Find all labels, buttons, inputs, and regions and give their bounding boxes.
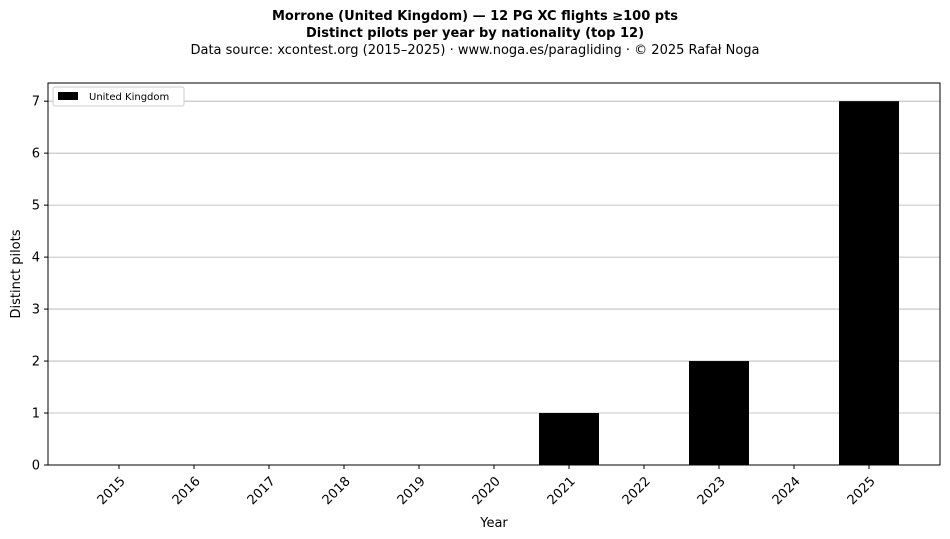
y-ticks: 0 1 2 3 4 5 6 7 [32, 95, 48, 474]
x-tick-label-2020: 2020 [470, 474, 504, 508]
x-tick-label-2023: 2023 [695, 474, 729, 508]
y-tick-label-4: 4 [32, 251, 40, 266]
chart-title-line2: Distinct pilots per year by nationality … [305, 26, 645, 41]
x-tick-label-2022: 2022 [620, 474, 654, 508]
x-ticks: 2015 2016 2017 2018 2019 2020 2021 2022 2023 2024… [95, 465, 879, 508]
bar-2025 [839, 101, 899, 465]
bar-2023 [689, 361, 749, 465]
y-tick-label-7: 7 [32, 95, 40, 110]
x-tick-label-2016: 2016 [170, 474, 204, 508]
legend-swatch [58, 92, 78, 100]
x-tick-label-2025: 2025 [845, 474, 879, 508]
grid-lines [48, 100, 940, 466]
axes-frame [47, 82, 941, 466]
x-tick-label-2024: 2024 [770, 474, 804, 508]
chart-title: Morrone (United Kingdom) — 12 PG XC flig… [271, 9, 679, 24]
x-tick-label-2015: 2015 [95, 474, 129, 508]
x-tick-label-2018: 2018 [320, 474, 354, 508]
x-axis-label: Year [479, 516, 508, 531]
x-tick-label-2019: 2019 [395, 474, 429, 508]
bar-2021 [539, 413, 599, 465]
chart-title-block: Morrone (United Kingdom) — 12 PG XC flig… [0, 8, 950, 60]
legend-label: United Kingdom [89, 92, 169, 103]
legend: United Kingdom [52, 86, 185, 107]
y-tick-label-3: 3 [32, 303, 40, 318]
y-tick-label-6: 6 [32, 147, 40, 162]
y-axis-label: Distinct pilots [9, 229, 24, 318]
legend-box [52, 86, 185, 107]
x-tick-label-2021: 2021 [545, 474, 579, 508]
chart-subtitle: Data source: xcontest.org (2015–2025) · … [190, 43, 760, 58]
x-tick-label-2017: 2017 [245, 474, 279, 508]
y-tick-label-5: 5 [32, 199, 40, 214]
y-tick-label-1: 1 [32, 407, 40, 422]
y-tick-label-2: 2 [32, 355, 40, 370]
bars [539, 101, 899, 465]
y-tick-label-0: 0 [32, 459, 40, 474]
